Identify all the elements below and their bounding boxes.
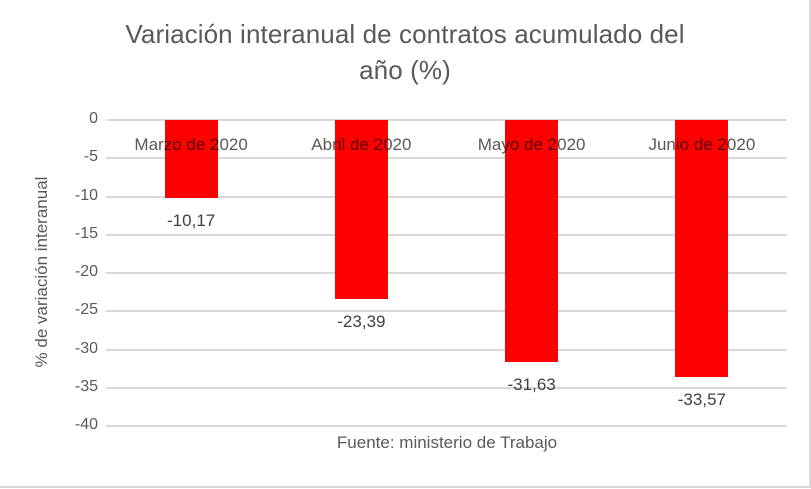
data-label: -23,39 <box>337 311 386 331</box>
gridline <box>106 348 787 351</box>
bar <box>675 120 729 377</box>
y-tick-label: -20 <box>74 263 98 280</box>
y-tick-label: -5 <box>83 148 98 166</box>
category-label: Marzo de 2020 <box>134 135 248 154</box>
bar <box>164 120 218 198</box>
gridline <box>106 157 787 160</box>
chart-title-line-1: Variación interanual de contratos acumul… <box>125 19 685 49</box>
gridline <box>106 233 787 236</box>
gridline <box>106 425 787 427</box>
category-label: Mayo de 2020 <box>477 135 586 154</box>
bar <box>505 120 559 362</box>
y-tick-label: -35 <box>74 377 98 395</box>
gridline <box>106 195 787 198</box>
bar <box>334 120 388 299</box>
y-tick-label: -25 <box>74 301 98 319</box>
data-label: -31,63 <box>507 374 556 394</box>
data-label: -33,57 <box>677 389 726 409</box>
gridline <box>106 310 787 313</box>
gridline <box>106 272 787 274</box>
gridline <box>106 386 787 389</box>
y-tick-label: -15 <box>74 224 98 242</box>
y-tick-label: -10 <box>74 186 98 204</box>
category-label: Junio de 2020 <box>648 135 756 154</box>
chart-title-line-2: año (%) <box>359 55 451 85</box>
category-label: Abril de 2020 <box>311 135 412 154</box>
y-axis-title: % de variación interanual <box>32 176 51 368</box>
y-tick-label: -40 <box>74 416 98 433</box>
y-tick-label: 0 <box>89 110 98 127</box>
x-axis-title-source: Fuente: ministerio de Trabajo <box>336 433 558 452</box>
y-tick-label: -30 <box>74 339 98 357</box>
chart-title: Variación interanual de contratos acumul… <box>60 16 750 88</box>
data-label: -10,17 <box>167 210 216 230</box>
gridline <box>106 119 787 121</box>
